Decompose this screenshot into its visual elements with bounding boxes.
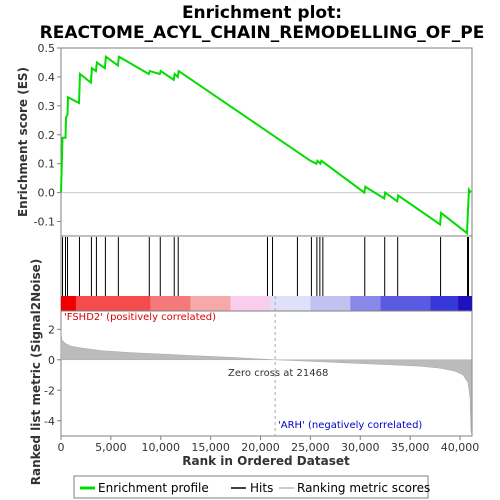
es-y-axis-label: Enrichment score (ES) xyxy=(16,67,30,217)
heat-bar-segment xyxy=(380,296,431,311)
x-tick-label: 20,000 xyxy=(241,441,280,454)
enrichment-profile-line xyxy=(60,54,472,236)
heat-bar-segment xyxy=(190,296,231,311)
heat-bar-segment xyxy=(430,296,459,311)
heat-bar-segment xyxy=(458,296,472,311)
x-tick-label: 35,000 xyxy=(391,441,430,454)
legend: Enrichment profile Hits Ranking metric s… xyxy=(73,475,430,499)
chart-title-line2: REACTOME_ACYL_CHAIN_REMODELLING_OF_PE xyxy=(40,23,485,43)
rank-y-tick-label: -4 xyxy=(44,415,55,428)
negative-correlation-label: 'ARH' (negatively correlated) xyxy=(278,420,422,431)
rank-y-tick-label: -2 xyxy=(44,384,55,397)
x-tick-label: 15,000 xyxy=(191,441,230,454)
heat-bar-segment xyxy=(75,296,151,311)
es-panel-frame xyxy=(60,47,473,237)
x-tick-label: 10,000 xyxy=(142,441,181,454)
legend-ranking-label: Ranking metric scores xyxy=(297,481,430,495)
zero-cross-label: Zero cross at 21468 xyxy=(228,368,328,379)
es-y-tick-label: 0.2 xyxy=(38,129,56,142)
es-y-tick-label: 0.4 xyxy=(38,71,56,84)
es-y-tick-label: 0.3 xyxy=(38,100,56,113)
chart-title-line1: Enrichment plot: xyxy=(182,3,342,23)
es-y-tick-label: -0.1 xyxy=(34,216,55,229)
x-tick-label: 25,000 xyxy=(291,441,330,454)
heat-bar-segment xyxy=(350,296,381,311)
x-tick-label: 5,000 xyxy=(95,441,127,454)
x-axis-label: Rank in Ordered Dataset xyxy=(182,454,350,468)
rank-y-tick-label: 0 xyxy=(48,354,55,367)
positive-correlation-label: 'FSHD2' (positively correlated) xyxy=(64,312,216,323)
legend-hits-label: Hits xyxy=(250,481,273,495)
x-tick-label: 0 xyxy=(58,441,65,454)
heat-bar-segment xyxy=(230,296,271,311)
legend-enrichment-label: Enrichment profile xyxy=(98,481,209,495)
ranking-metric-area xyxy=(60,330,472,434)
x-tick-label: 40,000 xyxy=(441,441,480,454)
es-y-tick-label: 0.5 xyxy=(38,42,56,55)
es-y-tick-label: 0.0 xyxy=(38,187,56,200)
heat-bar-segment xyxy=(150,296,191,311)
rank-y-tick-label: 2 xyxy=(48,323,55,336)
es-y-tick-label: 0.1 xyxy=(38,158,56,171)
heat-bar-segment xyxy=(270,296,311,311)
heat-bar-segment xyxy=(61,296,76,311)
x-tick-label: 30,000 xyxy=(341,441,380,454)
rank-y-axis-label: Ranked list metric (Signal2Noise) xyxy=(29,259,43,486)
heat-bar-segment xyxy=(310,296,351,311)
legend-frame xyxy=(73,475,429,499)
rank-panel-frame xyxy=(60,310,473,437)
